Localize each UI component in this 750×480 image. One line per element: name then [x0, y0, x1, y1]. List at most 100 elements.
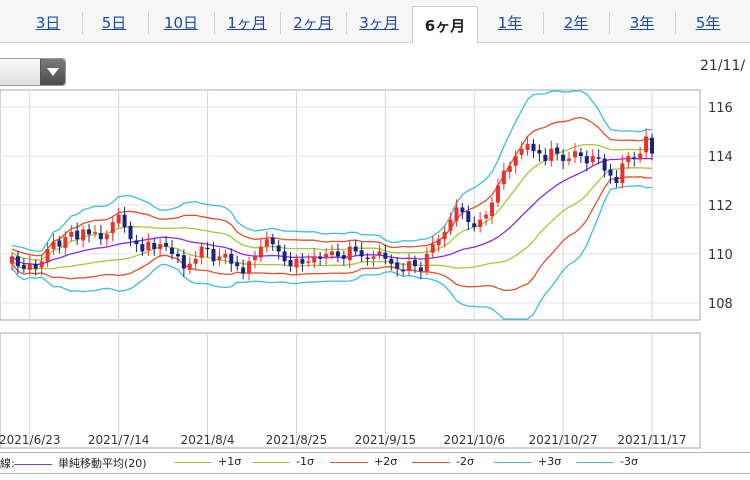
- legend-item-minus3: -3σ: [576, 455, 638, 468]
- tab-5d[interactable]: 5日: [101, 14, 127, 32]
- candle-down: [164, 242, 169, 247]
- candle-down: [175, 253, 180, 257]
- candle-up: [519, 148, 524, 155]
- candle-down: [614, 176, 619, 183]
- candle-up: [330, 251, 334, 256]
- candle-up: [247, 261, 252, 274]
- candle-down: [537, 149, 542, 154]
- tab-1m[interactable]: 1ヶ月: [227, 14, 267, 32]
- candle-down: [87, 229, 92, 235]
- candle-up: [63, 236, 68, 248]
- tab-2y[interactable]: 2年: [563, 14, 589, 32]
- candle-down: [395, 262, 400, 269]
- candle-up: [620, 163, 625, 183]
- tab-6m[interactable]: 6ヶ月: [412, 6, 478, 44]
- candle-up: [407, 261, 412, 272]
- tab-separator: [214, 12, 215, 34]
- candle-up: [484, 214, 489, 219]
- candle-down: [472, 223, 477, 228]
- candle-down: [152, 242, 157, 250]
- legend-item-minus1: -1σ: [252, 455, 314, 468]
- candle-up: [371, 256, 376, 259]
- candle-up: [294, 258, 299, 268]
- candle-up: [223, 253, 228, 258]
- y-tick-label: 114: [708, 150, 733, 165]
- candle-down: [596, 157, 601, 159]
- candle-up: [258, 246, 263, 258]
- x-tick-label: 2021/11/17: [617, 433, 686, 447]
- latest-date: 21/11/: [700, 58, 746, 74]
- tab-3m[interactable]: 3ヶ月: [359, 14, 399, 32]
- legend-label: +3σ: [538, 455, 562, 468]
- candle-up: [644, 136, 649, 153]
- tab-3d[interactable]: 3日: [35, 14, 61, 32]
- candle-down: [632, 157, 637, 159]
- x-tick-label: 2021/10/27: [529, 433, 598, 447]
- legend-item-plus2: +2σ: [330, 455, 397, 468]
- candle-up: [430, 244, 435, 253]
- legend: 線: 単純移動平均(20) +1σ -1σ +2σ -2σ +3σ -3σ: [0, 452, 750, 474]
- candle-up: [442, 231, 447, 240]
- candle-down: [229, 253, 234, 264]
- legend-prefix: 線:: [0, 457, 15, 470]
- tab-1y[interactable]: 1年: [497, 14, 523, 32]
- candle-down: [460, 207, 465, 213]
- candle-up: [92, 231, 97, 234]
- candle-up: [69, 231, 74, 237]
- y-axis: 108 110 112 114 116: [708, 101, 733, 312]
- candle-down: [205, 247, 210, 250]
- candle-up: [501, 170, 506, 185]
- x-tick-label: 2021/9/15: [355, 433, 417, 447]
- y-tick-label: 116: [708, 101, 733, 116]
- candle-up: [377, 251, 382, 256]
- candle-down: [140, 244, 145, 252]
- grid: [0, 90, 700, 448]
- x-tick-label: 2021/8/4: [181, 433, 235, 447]
- tab-3y[interactable]: 3年: [629, 14, 655, 32]
- candle-down: [353, 246, 358, 252]
- tab-10d[interactable]: 10日: [163, 14, 199, 32]
- candle-up: [252, 256, 257, 261]
- candle-up: [454, 207, 459, 221]
- candle-down: [122, 214, 127, 228]
- candle-up: [572, 151, 577, 158]
- candle-down: [561, 154, 566, 161]
- candle-down: [578, 152, 583, 157]
- candle-up: [116, 214, 121, 224]
- y-tick-label: 108: [708, 297, 733, 312]
- candle-up: [110, 222, 115, 234]
- candle-down: [531, 143, 536, 152]
- candle-down: [181, 255, 186, 269]
- candle-up: [495, 185, 500, 203]
- candle-up: [81, 229, 86, 241]
- legend-swatch: [576, 461, 614, 463]
- candle-down: [602, 158, 607, 171]
- candle-down: [608, 169, 613, 176]
- candle-down: [318, 256, 323, 259]
- period-tabs: 3日 5日 10日 1ヶ月 2ヶ月 3ヶ月 6ヶ月 1年 2年 3年 5年: [0, 0, 750, 44]
- tab-separator: [543, 12, 544, 34]
- indicator-dropdown[interactable]: [0, 58, 66, 86]
- legend-swatch: [494, 461, 532, 463]
- legend-item-sma: 単純移動平均(20): [14, 455, 147, 471]
- candle-down: [466, 211, 471, 223]
- candle-up: [45, 249, 50, 263]
- candle-up: [199, 246, 204, 258]
- candle-down: [584, 156, 589, 164]
- candle-down: [270, 238, 275, 245]
- legend-swatch: [14, 463, 52, 465]
- candle-up: [306, 261, 311, 263]
- chevron-down-icon[interactable]: [40, 59, 65, 85]
- candle-down: [401, 269, 406, 272]
- candle-down: [389, 258, 394, 264]
- candle-down: [341, 255, 346, 259]
- candle-up: [10, 256, 14, 264]
- legend-swatch: [174, 461, 212, 463]
- candle-up: [39, 261, 44, 268]
- tab-2m[interactable]: 2ヶ月: [293, 14, 333, 32]
- candle-up: [158, 244, 163, 250]
- x-axis: 2021/6/23 2021/7/14 2021/8/4 2021/8/25 2021/…: [0, 433, 687, 447]
- candle-up: [27, 263, 32, 270]
- tab-5y[interactable]: 5年: [695, 14, 721, 32]
